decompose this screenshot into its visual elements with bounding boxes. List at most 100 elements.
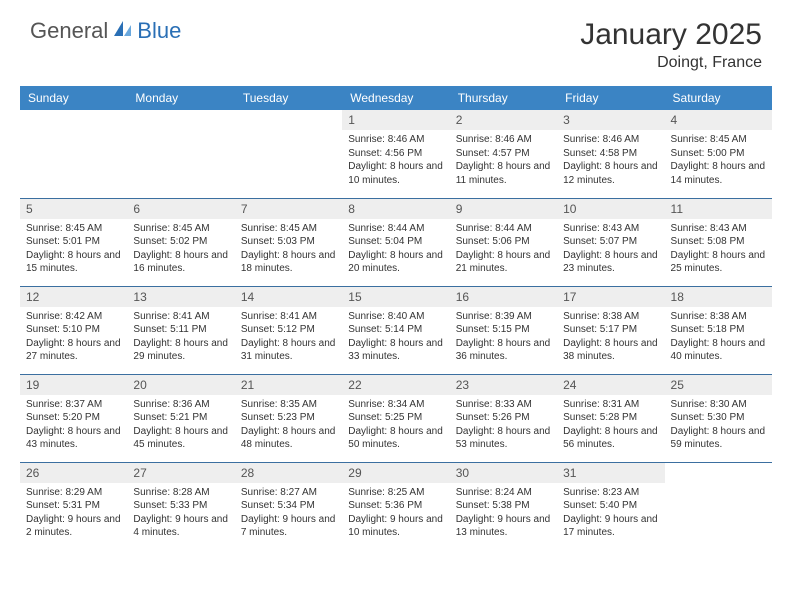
- month-title: January 2025: [580, 18, 762, 52]
- daylight-line: Daylight: 8 hours and 27 minutes.: [26, 337, 121, 364]
- weekday-header: Friday: [557, 86, 664, 110]
- calendar-day-cell: 11Sunrise: 8:43 AMSunset: 5:08 PMDayligh…: [665, 198, 772, 286]
- calendar-day-cell: [20, 110, 127, 198]
- day-number: 15: [342, 287, 449, 307]
- sunrise-line: Sunrise: 8:44 AM: [348, 222, 443, 236]
- calendar-day-cell: 6Sunrise: 8:45 AMSunset: 5:02 PMDaylight…: [127, 198, 234, 286]
- day-details: Sunrise: 8:45 AMSunset: 5:02 PMDaylight:…: [127, 219, 234, 280]
- sunset-line: Sunset: 5:26 PM: [456, 411, 551, 425]
- day-number: 29: [342, 463, 449, 483]
- sunrise-line: Sunrise: 8:39 AM: [456, 310, 551, 324]
- weekday-header-row: Sunday Monday Tuesday Wednesday Thursday…: [20, 86, 772, 110]
- day-details: Sunrise: 8:36 AMSunset: 5:21 PMDaylight:…: [127, 395, 234, 456]
- calendar-day-cell: 29Sunrise: 8:25 AMSunset: 5:36 PMDayligh…: [342, 462, 449, 550]
- logo-text-general: General: [30, 18, 108, 44]
- calendar-day-cell: 30Sunrise: 8:24 AMSunset: 5:38 PMDayligh…: [450, 462, 557, 550]
- daylight-line: Daylight: 8 hours and 53 minutes.: [456, 425, 551, 452]
- calendar-day-cell: 5Sunrise: 8:45 AMSunset: 5:01 PMDaylight…: [20, 198, 127, 286]
- day-number: 8: [342, 199, 449, 219]
- day-details: Sunrise: 8:25 AMSunset: 5:36 PMDaylight:…: [342, 483, 449, 544]
- day-number: 5: [20, 199, 127, 219]
- day-number: 10: [557, 199, 664, 219]
- logo-sail-icon: [112, 19, 134, 44]
- sunrise-line: Sunrise: 8:46 AM: [456, 133, 551, 147]
- sunrise-line: Sunrise: 8:41 AM: [241, 310, 336, 324]
- day-details: Sunrise: 8:24 AMSunset: 5:38 PMDaylight:…: [450, 483, 557, 544]
- calendar-week-row: 1Sunrise: 8:46 AMSunset: 4:56 PMDaylight…: [20, 110, 772, 198]
- sunset-line: Sunset: 4:56 PM: [348, 147, 443, 161]
- daylight-line: Daylight: 8 hours and 10 minutes.: [348, 160, 443, 187]
- sunset-line: Sunset: 5:23 PM: [241, 411, 336, 425]
- daylight-line: Daylight: 9 hours and 17 minutes.: [563, 513, 658, 540]
- calendar-day-cell: 26Sunrise: 8:29 AMSunset: 5:31 PMDayligh…: [20, 462, 127, 550]
- day-details: Sunrise: 8:45 AMSunset: 5:03 PMDaylight:…: [235, 219, 342, 280]
- day-details: Sunrise: 8:46 AMSunset: 4:57 PMDaylight:…: [450, 130, 557, 191]
- day-number: 14: [235, 287, 342, 307]
- sunrise-line: Sunrise: 8:36 AM: [133, 398, 228, 412]
- sunset-line: Sunset: 4:58 PM: [563, 147, 658, 161]
- sunset-line: Sunset: 5:15 PM: [456, 323, 551, 337]
- day-number: 19: [20, 375, 127, 395]
- weekday-header: Saturday: [665, 86, 772, 110]
- day-number: 6: [127, 199, 234, 219]
- daylight-line: Daylight: 8 hours and 25 minutes.: [671, 249, 766, 276]
- sunrise-line: Sunrise: 8:34 AM: [348, 398, 443, 412]
- calendar-day-cell: 13Sunrise: 8:41 AMSunset: 5:11 PMDayligh…: [127, 286, 234, 374]
- daylight-line: Daylight: 8 hours and 14 minutes.: [671, 160, 766, 187]
- sunset-line: Sunset: 5:40 PM: [563, 499, 658, 513]
- day-number: 24: [557, 375, 664, 395]
- sunset-line: Sunset: 4:57 PM: [456, 147, 551, 161]
- calendar-day-cell: 31Sunrise: 8:23 AMSunset: 5:40 PMDayligh…: [557, 462, 664, 550]
- sunset-line: Sunset: 5:06 PM: [456, 235, 551, 249]
- day-details: Sunrise: 8:27 AMSunset: 5:34 PMDaylight:…: [235, 483, 342, 544]
- day-details: Sunrise: 8:30 AMSunset: 5:30 PMDaylight:…: [665, 395, 772, 456]
- location-label: Doingt, France: [580, 54, 762, 72]
- logo: General Blue: [30, 18, 181, 44]
- day-details: Sunrise: 8:43 AMSunset: 5:07 PMDaylight:…: [557, 219, 664, 280]
- weekday-header: Thursday: [450, 86, 557, 110]
- daylight-line: Daylight: 8 hours and 43 minutes.: [26, 425, 121, 452]
- daylight-line: Daylight: 8 hours and 48 minutes.: [241, 425, 336, 452]
- sunrise-line: Sunrise: 8:30 AM: [671, 398, 766, 412]
- day-number: 20: [127, 375, 234, 395]
- day-details: Sunrise: 8:39 AMSunset: 5:15 PMDaylight:…: [450, 307, 557, 368]
- calendar-day-cell: 21Sunrise: 8:35 AMSunset: 5:23 PMDayligh…: [235, 374, 342, 462]
- daylight-line: Daylight: 8 hours and 31 minutes.: [241, 337, 336, 364]
- daylight-line: Daylight: 9 hours and 10 minutes.: [348, 513, 443, 540]
- sunrise-line: Sunrise: 8:42 AM: [26, 310, 121, 324]
- day-details: Sunrise: 8:29 AMSunset: 5:31 PMDaylight:…: [20, 483, 127, 544]
- day-number: 17: [557, 287, 664, 307]
- sunrise-line: Sunrise: 8:43 AM: [563, 222, 658, 236]
- sunrise-line: Sunrise: 8:28 AM: [133, 486, 228, 500]
- calendar-day-cell: 9 Sunrise: 8:44 AMSunset: 5:06 PMDaylight…: [450, 198, 557, 286]
- day-number: 9: [450, 199, 557, 219]
- sunrise-line: Sunrise: 8:45 AM: [26, 222, 121, 236]
- day-details: Sunrise: 8:46 AMSunset: 4:58 PMDaylight:…: [557, 130, 664, 191]
- day-number: 28: [235, 463, 342, 483]
- daylight-line: Daylight: 8 hours and 21 minutes.: [456, 249, 551, 276]
- daylight-line: Daylight: 8 hours and 29 minutes.: [133, 337, 228, 364]
- calendar-week-row: 5Sunrise: 8:45 AMSunset: 5:01 PMDaylight…: [20, 198, 772, 286]
- calendar-day-cell: 7Sunrise: 8:45 AMSunset: 5:03 PMDaylight…: [235, 198, 342, 286]
- sunset-line: Sunset: 5:00 PM: [671, 147, 766, 161]
- day-number: 21: [235, 375, 342, 395]
- sunset-line: Sunset: 5:03 PM: [241, 235, 336, 249]
- calendar-day-cell: 10Sunrise: 8:43 AMSunset: 5:07 PMDayligh…: [557, 198, 664, 286]
- calendar-day-cell: 23Sunrise: 8:33 AMSunset: 5:26 PMDayligh…: [450, 374, 557, 462]
- sunset-line: Sunset: 5:33 PM: [133, 499, 228, 513]
- calendar-day-cell: 12Sunrise: 8:42 AMSunset: 5:10 PMDayligh…: [20, 286, 127, 374]
- day-number: 2: [450, 110, 557, 130]
- sunrise-line: Sunrise: 8:27 AM: [241, 486, 336, 500]
- calendar-day-cell: 3Sunrise: 8:46 AMSunset: 4:58 PMDaylight…: [557, 110, 664, 198]
- weekday-header: Tuesday: [235, 86, 342, 110]
- sunset-line: Sunset: 5:30 PM: [671, 411, 766, 425]
- calendar-day-cell: 17Sunrise: 8:38 AMSunset: 5:17 PMDayligh…: [557, 286, 664, 374]
- day-number: 12: [20, 287, 127, 307]
- sunrise-line: Sunrise: 8:44 AM: [456, 222, 551, 236]
- day-details: Sunrise: 8:46 AMSunset: 4:56 PMDaylight:…: [342, 130, 449, 191]
- daylight-line: Daylight: 8 hours and 45 minutes.: [133, 425, 228, 452]
- day-number: 27: [127, 463, 234, 483]
- sunset-line: Sunset: 5:11 PM: [133, 323, 228, 337]
- calendar-day-cell: 18Sunrise: 8:38 AMSunset: 5:18 PMDayligh…: [665, 286, 772, 374]
- daylight-line: Daylight: 9 hours and 13 minutes.: [456, 513, 551, 540]
